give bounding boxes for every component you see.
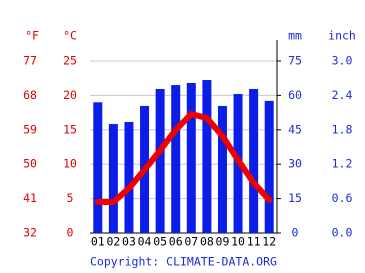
- axis-title: mm: [288, 29, 302, 43]
- x-tick-label: 01: [91, 235, 105, 249]
- bar: [155, 88, 165, 233]
- source: Copyright: CLIMATE-DATA.ORG: [90, 255, 277, 269]
- x-tick-label: 09: [216, 235, 230, 249]
- x-tick-label: 11: [247, 235, 261, 249]
- bar: [108, 124, 118, 233]
- y-tick-label: 25: [63, 54, 77, 68]
- y-tick-label: 0.0: [332, 226, 353, 240]
- y-tick-label: 1.8: [332, 122, 353, 136]
- x-tick-label: 04: [138, 235, 152, 249]
- y-tick-label: 50: [23, 157, 37, 171]
- axis-title: °F: [25, 29, 39, 43]
- bar: [93, 102, 103, 233]
- axis-title: °C: [63, 29, 77, 43]
- x-tick-label: 12: [262, 235, 276, 249]
- y-tick-label: 68: [23, 88, 37, 102]
- y-tick-label: 0.6: [332, 191, 353, 205]
- y-tick-label: 59: [23, 122, 37, 136]
- y-tick-label: 15: [63, 122, 77, 136]
- bar: [217, 105, 227, 233]
- y-tick-label: 3.0: [332, 54, 353, 68]
- y-tick-label: 30: [288, 157, 302, 171]
- y-tick-label: 20: [63, 88, 77, 102]
- y-tick-label: 2.4: [332, 88, 353, 102]
- y-tick-label: 0: [67, 226, 74, 240]
- y-tick-label: 60: [288, 88, 302, 102]
- y-tick-label: 75: [288, 54, 302, 68]
- x-tick-label: 06: [169, 235, 183, 249]
- axis-title: inch: [328, 29, 356, 43]
- bar: [264, 100, 274, 234]
- x-tick-label: 07: [184, 235, 198, 249]
- bar: [249, 88, 259, 233]
- x-tick-label: 03: [122, 235, 136, 249]
- bar: [186, 83, 196, 234]
- y-tick-label: 10: [63, 157, 77, 171]
- y-tick-label: 32: [23, 226, 37, 240]
- temperature-line: [94, 110, 273, 206]
- x-tick-label: 08: [200, 235, 214, 249]
- y-tick-label: 5: [67, 191, 74, 205]
- y-tick-label: 45: [288, 122, 302, 136]
- bar: [202, 80, 212, 233]
- x-tick-label: 05: [153, 235, 167, 249]
- y-tick-label: 15: [288, 191, 302, 205]
- bar: [124, 122, 134, 233]
- y-tick-label: 41: [23, 191, 37, 205]
- bar: [171, 85, 181, 233]
- x-tick-label: 10: [231, 235, 245, 249]
- y-tick-label: 0: [292, 226, 299, 240]
- y-tick-label: 77: [23, 54, 37, 68]
- x-tick-label: 02: [106, 235, 120, 249]
- y-tick-label: 1.2: [332, 157, 353, 171]
